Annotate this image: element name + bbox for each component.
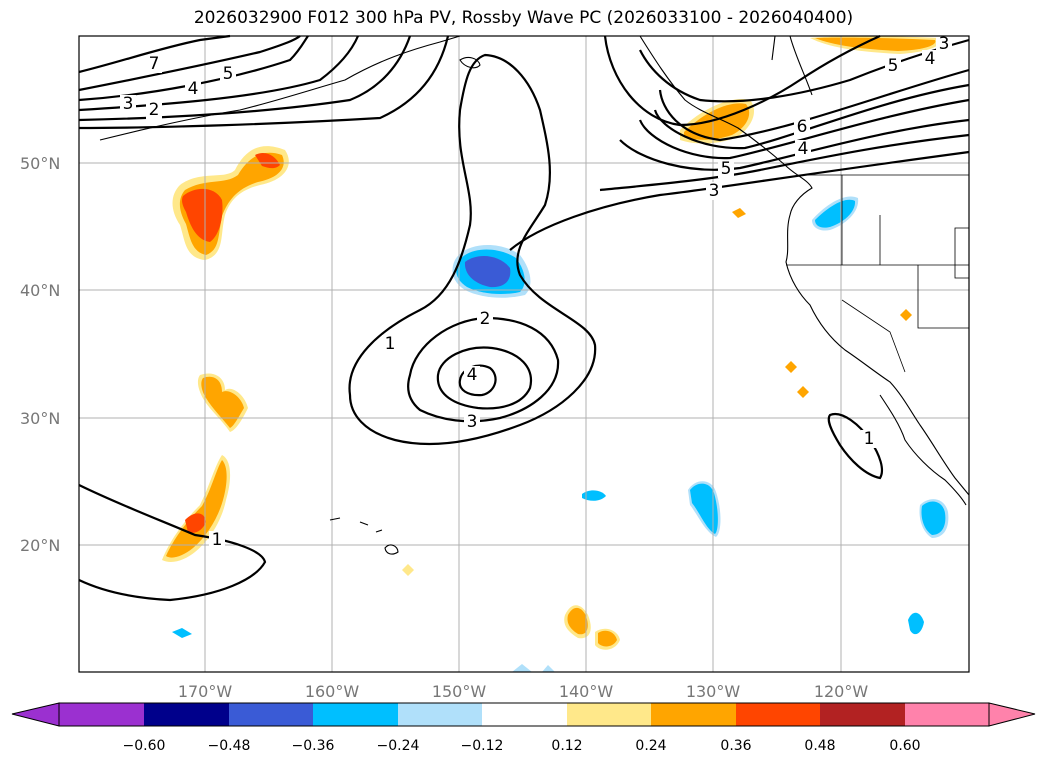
colorbar-extend-left	[11, 702, 60, 727]
map-title: 2026032900 F012 300 hPa PV, Rossby Wave …	[193, 8, 854, 28]
positive-anomaly-shading	[162, 36, 941, 650]
colorbar-segment	[905, 703, 989, 726]
lon-label: 120°W	[814, 682, 869, 701]
lat-label: 20°N	[20, 536, 60, 555]
contour-label: 4	[467, 365, 478, 385]
colorbar-extend-right	[988, 702, 1036, 727]
lon-label: 150°W	[432, 682, 487, 701]
lat-label: 50°N	[20, 154, 60, 173]
colorbar-tick: −0.60	[123, 738, 166, 754]
contour-label: 5	[223, 64, 234, 84]
contour-label: 5	[721, 159, 732, 179]
contour-label: 1	[212, 530, 223, 550]
colorbar-segment	[59, 703, 144, 726]
contour-label: 1	[385, 334, 396, 354]
colorbar-tick: −0.36	[292, 738, 335, 754]
colorbar-segment	[820, 703, 905, 726]
colorbar-segment	[482, 703, 567, 726]
contour-label: 4	[925, 49, 936, 69]
pv-contours	[78, 34, 970, 602]
colorbar-tick: −0.24	[377, 738, 420, 754]
lon-label: 170°W	[178, 682, 233, 701]
colorbar-tick: 0.24	[635, 738, 666, 754]
contour-label: 4	[798, 139, 809, 159]
contour-labels: 7 5 4 3 2 1 2 4 3 6 5 4 3 1 1 5 4 3	[120, 34, 952, 550]
longitude-labels: 170°W 160°W 150°W 140°W 130°W 120°W	[178, 682, 869, 701]
lon-label: 140°W	[559, 682, 614, 701]
latitude-labels: 50°N 40°N 30°N 20°N	[20, 154, 60, 555]
lat-label: 40°N	[20, 281, 60, 300]
colorbar-segment	[567, 703, 651, 726]
colorbar-tick: 0.48	[804, 738, 835, 754]
colorbar-tick: −0.12	[461, 738, 504, 754]
colorbar-tick: 0.36	[720, 738, 751, 754]
lon-label: 160°W	[305, 682, 360, 701]
colorbar-segment	[398, 703, 482, 726]
contour-label: 2	[480, 309, 491, 329]
lat-label: 30°N	[20, 409, 60, 428]
colorbar-segment	[313, 703, 398, 726]
contour-label: 3	[939, 34, 950, 54]
contour-label: 3	[467, 412, 478, 432]
colorbar-segment	[651, 703, 736, 726]
negative-anomaly-shading	[172, 196, 949, 672]
contour-label: 3	[709, 181, 720, 201]
map-frame	[78, 35, 970, 673]
map-area	[79, 36, 969, 672]
contour-label: 4	[188, 79, 199, 99]
coastlines	[99, 35, 970, 555]
colorbar: −0.60 −0.48 −0.36 −0.24 −0.12 0.12 0.24 …	[11, 702, 1036, 754]
colorbar-segment	[736, 703, 820, 726]
colorbar-segment	[229, 703, 313, 726]
contour-label: 7	[149, 54, 160, 74]
contour-label: 1	[864, 429, 875, 449]
contour-label: 5	[888, 56, 899, 76]
lon-label: 130°W	[686, 682, 741, 701]
contour-label: 3	[123, 94, 134, 114]
colorbar-tick: 0.60	[889, 738, 920, 754]
colorbar-tick: −0.48	[208, 738, 251, 754]
contour-label: 2	[149, 100, 160, 120]
colorbar-segment	[144, 703, 229, 726]
colorbar-tick: 0.12	[551, 738, 582, 754]
contour-label: 6	[797, 117, 808, 137]
